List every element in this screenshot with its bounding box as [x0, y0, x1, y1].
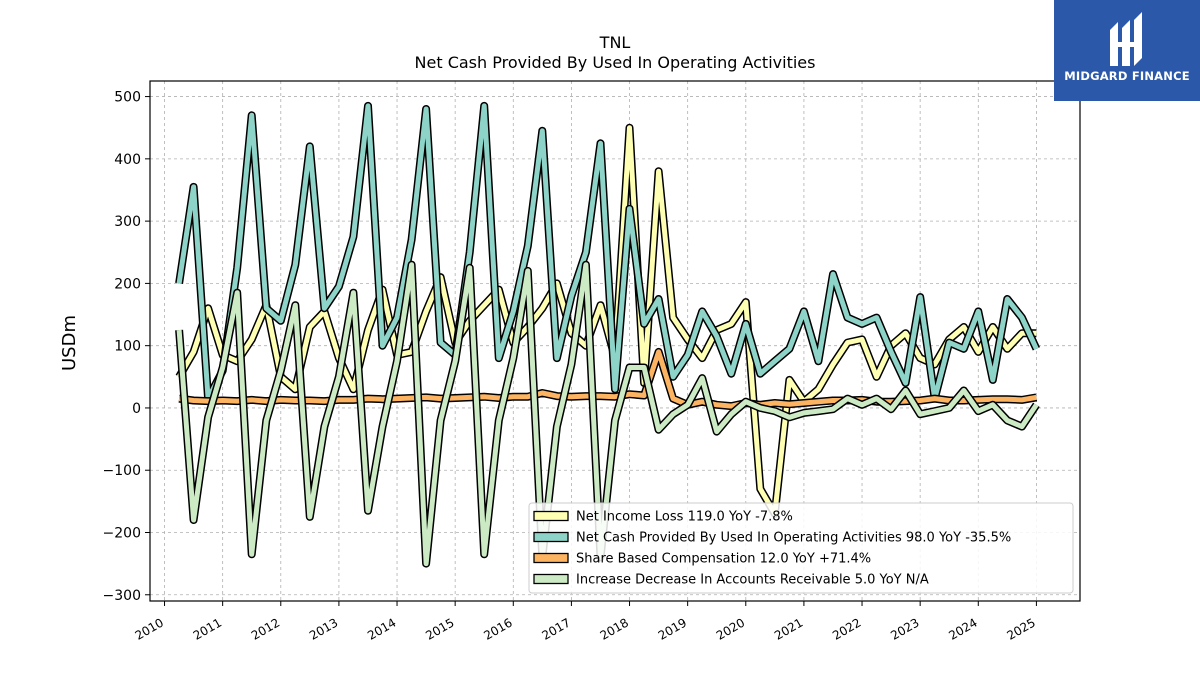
- legend-label: Net Income Loss 119.0 YoY -7.8%: [576, 510, 793, 525]
- series-line-3: [176, 262, 1039, 567]
- y-axis-ticks: −300 −200 −100 0 100 200 300 400 500: [103, 90, 150, 604]
- legend-swatch: [533, 531, 569, 543]
- x-tick-label: 2020: [714, 615, 747, 642]
- series-lines: [175, 101, 1041, 568]
- legend-label: Net Cash Provided By Used In Operating A…: [576, 531, 1011, 546]
- legend-swatch: [533, 510, 569, 522]
- x-tick-label: 2024: [946, 615, 979, 642]
- series-line-1: [176, 103, 1039, 402]
- x-tick-label: 2017: [539, 615, 572, 642]
- x-tick-label: 2022: [830, 615, 863, 642]
- x-tick-label: 2013: [307, 615, 340, 642]
- x-tick-label: 2016: [481, 615, 514, 642]
- y-tick-label: 100: [114, 339, 141, 355]
- y-axis-label: USDm: [59, 315, 80, 371]
- y-tick-label: 0: [132, 401, 141, 417]
- y-tick-label: 400: [114, 152, 141, 168]
- legend: Net Income Loss 119.0 YoY -7.8% Net Cash …: [528, 502, 1074, 594]
- x-tick-label: 2014: [365, 615, 398, 642]
- legend-swatch: [533, 573, 569, 585]
- x-tick-label: 2025: [1004, 615, 1037, 642]
- chart-subtitle: Net Cash Provided By Used In Operating A…: [415, 53, 816, 72]
- x-tick-label: 2011: [191, 615, 224, 642]
- legend-label: Increase Decrease In Accounts Receivable…: [576, 573, 929, 588]
- y-tick-label: 200: [114, 276, 141, 292]
- y-tick-label: −300: [103, 588, 141, 604]
- x-axis-ticks: 2010 2011 2012 2013 2014 2015 2016 2017 2018 2019…: [133, 601, 1038, 643]
- chart-title: TNL: [599, 33, 631, 52]
- x-tick-label: 2021: [772, 615, 805, 642]
- legend-label: Share Based Compensation 12.0 YoY +71.4%: [576, 552, 871, 567]
- legend-box: [528, 502, 1074, 594]
- logo-mark-icon: [1110, 12, 1142, 66]
- x-tick-label: 2018: [598, 615, 631, 642]
- x-tick-label: 2015: [423, 615, 456, 642]
- y-tick-label: 300: [114, 214, 141, 230]
- plot-frame: [149, 80, 1081, 602]
- legend-swatch: [533, 552, 569, 564]
- x-tick-label: 2019: [656, 615, 689, 642]
- brand-logo: MIDGARD FINANCE: [1054, 0, 1200, 101]
- y-tick-label: 500: [114, 90, 141, 106]
- x-tick-label: 2023: [888, 615, 921, 642]
- x-tick-label: 2012: [249, 615, 282, 642]
- brand-name: MIDGARD FINANCE: [1064, 69, 1190, 83]
- y-tick-label: −100: [103, 463, 141, 479]
- y-tick-label: −200: [103, 525, 141, 541]
- x-tick-label: 2010: [133, 615, 166, 642]
